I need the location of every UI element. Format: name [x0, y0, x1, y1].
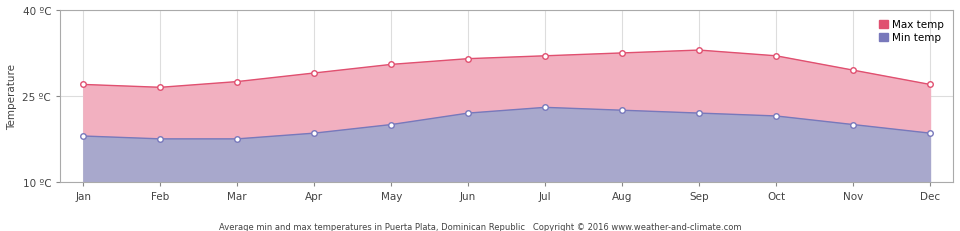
Legend: Max temp, Min temp: Max temp, Min temp — [876, 16, 948, 47]
Text: Average min and max temperatures in Puerta Plata, Dominican Republic   Copyright: Average min and max temperatures in Puer… — [219, 222, 741, 231]
Y-axis label: Temperature: Temperature — [7, 64, 17, 129]
